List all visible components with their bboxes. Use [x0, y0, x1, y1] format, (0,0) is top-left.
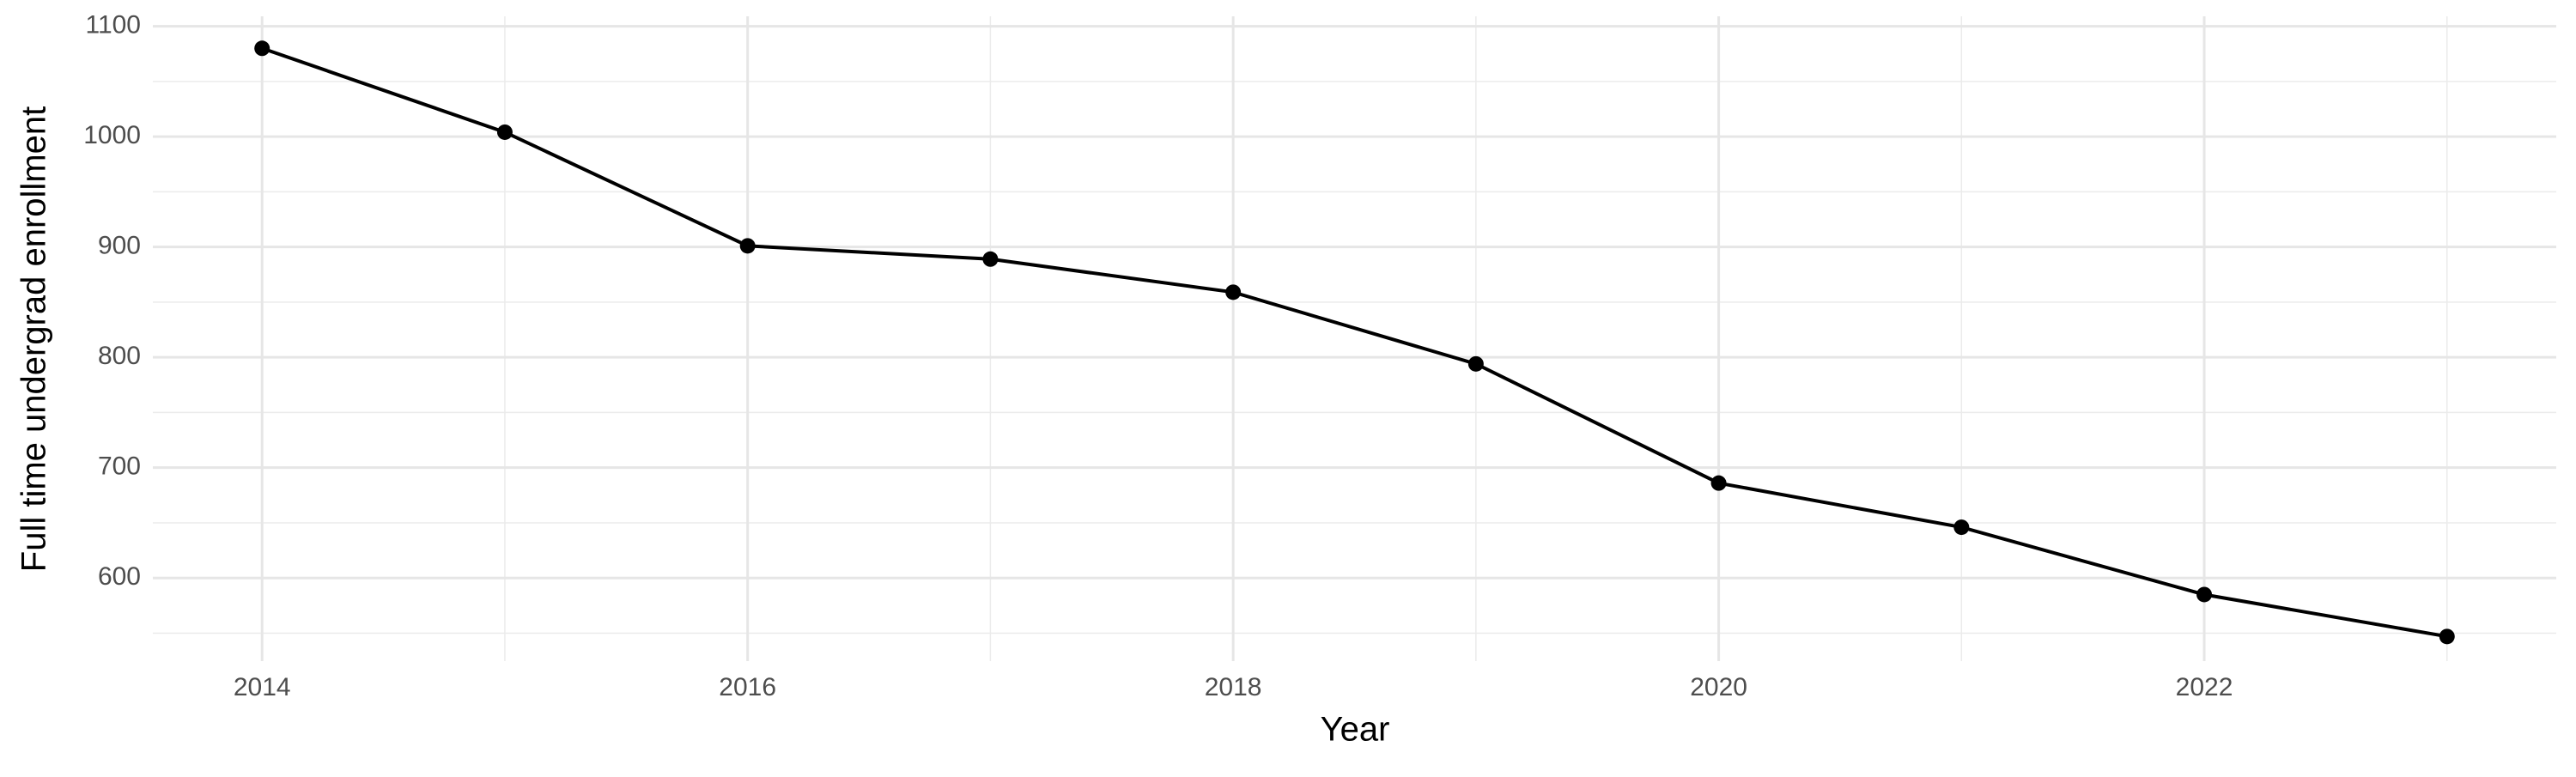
point [1710, 475, 1727, 491]
x-tick-label: 2020 [1690, 673, 1747, 701]
y-tick-label: 1000 [83, 121, 141, 149]
x-tick-label: 2022 [2176, 673, 2233, 701]
point [2439, 628, 2455, 645]
x-tick-label: 2014 [234, 673, 291, 701]
line [261, 46, 2448, 639]
x-axis-title: Year [1321, 711, 1390, 749]
point [982, 251, 999, 267]
point [1225, 284, 1242, 300]
x-tick-label: 2018 [1205, 673, 1262, 701]
y-tick-label: 900 [98, 232, 141, 260]
y-tick-label: 800 [98, 342, 141, 370]
y-tick-label: 1100 [85, 10, 141, 39]
point [739, 238, 756, 254]
y-tick-label: 600 [98, 562, 141, 591]
point [1953, 519, 1970, 536]
point [1467, 355, 1484, 372]
y-axis-title: Full time undergrad enrollment [15, 106, 53, 572]
point [2196, 586, 2213, 603]
x-tick-label: 2016 [719, 673, 776, 701]
point [496, 124, 513, 140]
y-tick-label: 700 [98, 452, 141, 481]
point [254, 40, 270, 57]
